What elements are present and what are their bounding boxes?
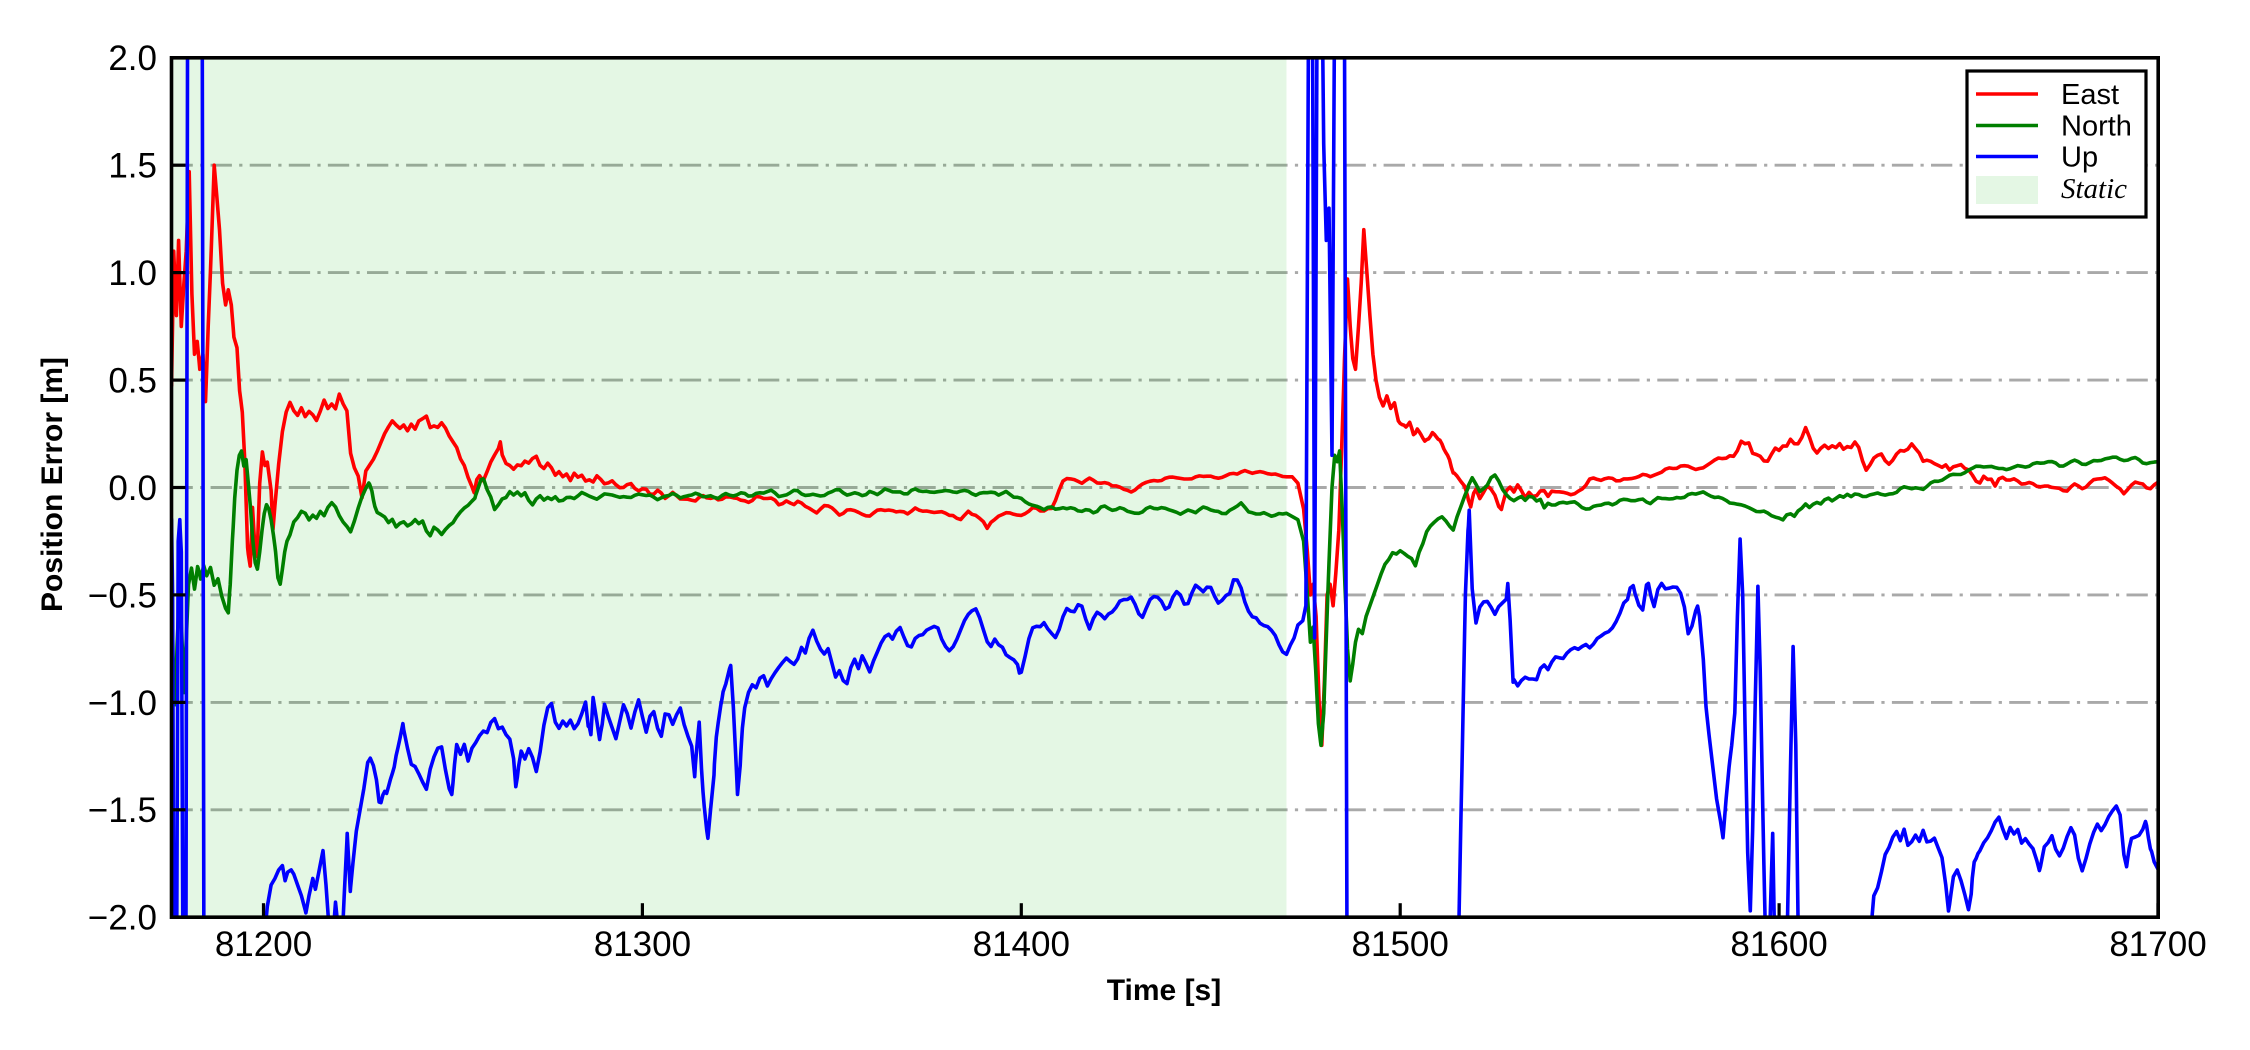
- svg-text:−1.0: −1.0: [88, 684, 157, 723]
- svg-text:−1.5: −1.5: [88, 791, 157, 830]
- svg-text:North: North: [2061, 111, 2132, 143]
- svg-text:Position Error [m]: Position Error [m]: [36, 357, 69, 612]
- svg-text:−0.5: −0.5: [88, 576, 157, 615]
- svg-text:81700: 81700: [2109, 925, 2206, 964]
- svg-text:0.5: 0.5: [108, 362, 157, 401]
- svg-text:81500: 81500: [1352, 925, 1449, 964]
- svg-text:East: East: [2061, 79, 2119, 111]
- svg-text:Static: Static: [2061, 173, 2127, 205]
- svg-text:81600: 81600: [1730, 925, 1827, 964]
- svg-text:Time [s]: Time [s]: [1107, 974, 1221, 1007]
- svg-text:0.0: 0.0: [108, 469, 157, 508]
- svg-text:Up: Up: [2061, 142, 2098, 174]
- svg-text:1.5: 1.5: [108, 147, 157, 186]
- svg-text:81400: 81400: [973, 925, 1070, 964]
- svg-text:2.0: 2.0: [108, 39, 157, 78]
- svg-text:−2.0: −2.0: [88, 899, 157, 938]
- svg-text:1.0: 1.0: [108, 254, 157, 293]
- svg-text:81300: 81300: [594, 925, 691, 964]
- svg-text:81200: 81200: [215, 925, 312, 964]
